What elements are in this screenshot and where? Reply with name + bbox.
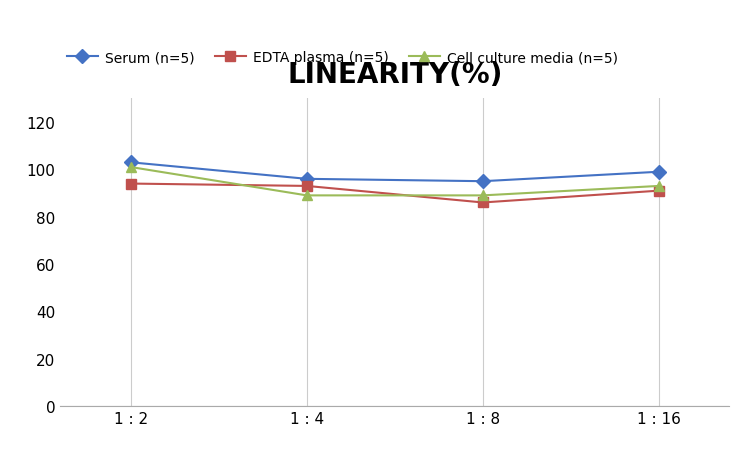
Serum (n=5) (478, 179, 487, 184)
EDTA plasma (n=5) (654, 189, 663, 194)
Serum (n=5) (302, 177, 311, 182)
Legend: Serum (n=5), EDTA plasma (n=5), Cell culture media (n=5): Serum (n=5), EDTA plasma (n=5), Cell cul… (67, 51, 617, 65)
Cell culture media (n=5) (126, 165, 135, 170)
EDTA plasma (n=5) (478, 200, 487, 206)
EDTA plasma (n=5) (302, 184, 311, 189)
EDTA plasma (n=5) (126, 181, 135, 187)
Cell culture media (n=5) (478, 193, 487, 198)
Cell culture media (n=5) (302, 193, 311, 198)
Serum (n=5) (654, 170, 663, 175)
Line: Cell culture media (n=5): Cell culture media (n=5) (126, 163, 664, 201)
Cell culture media (n=5) (654, 184, 663, 189)
Serum (n=5) (126, 160, 135, 166)
Line: EDTA plasma (n=5): EDTA plasma (n=5) (126, 179, 664, 208)
Line: Serum (n=5): Serum (n=5) (126, 158, 664, 187)
Title: LINEARITY(%): LINEARITY(%) (287, 60, 502, 88)
